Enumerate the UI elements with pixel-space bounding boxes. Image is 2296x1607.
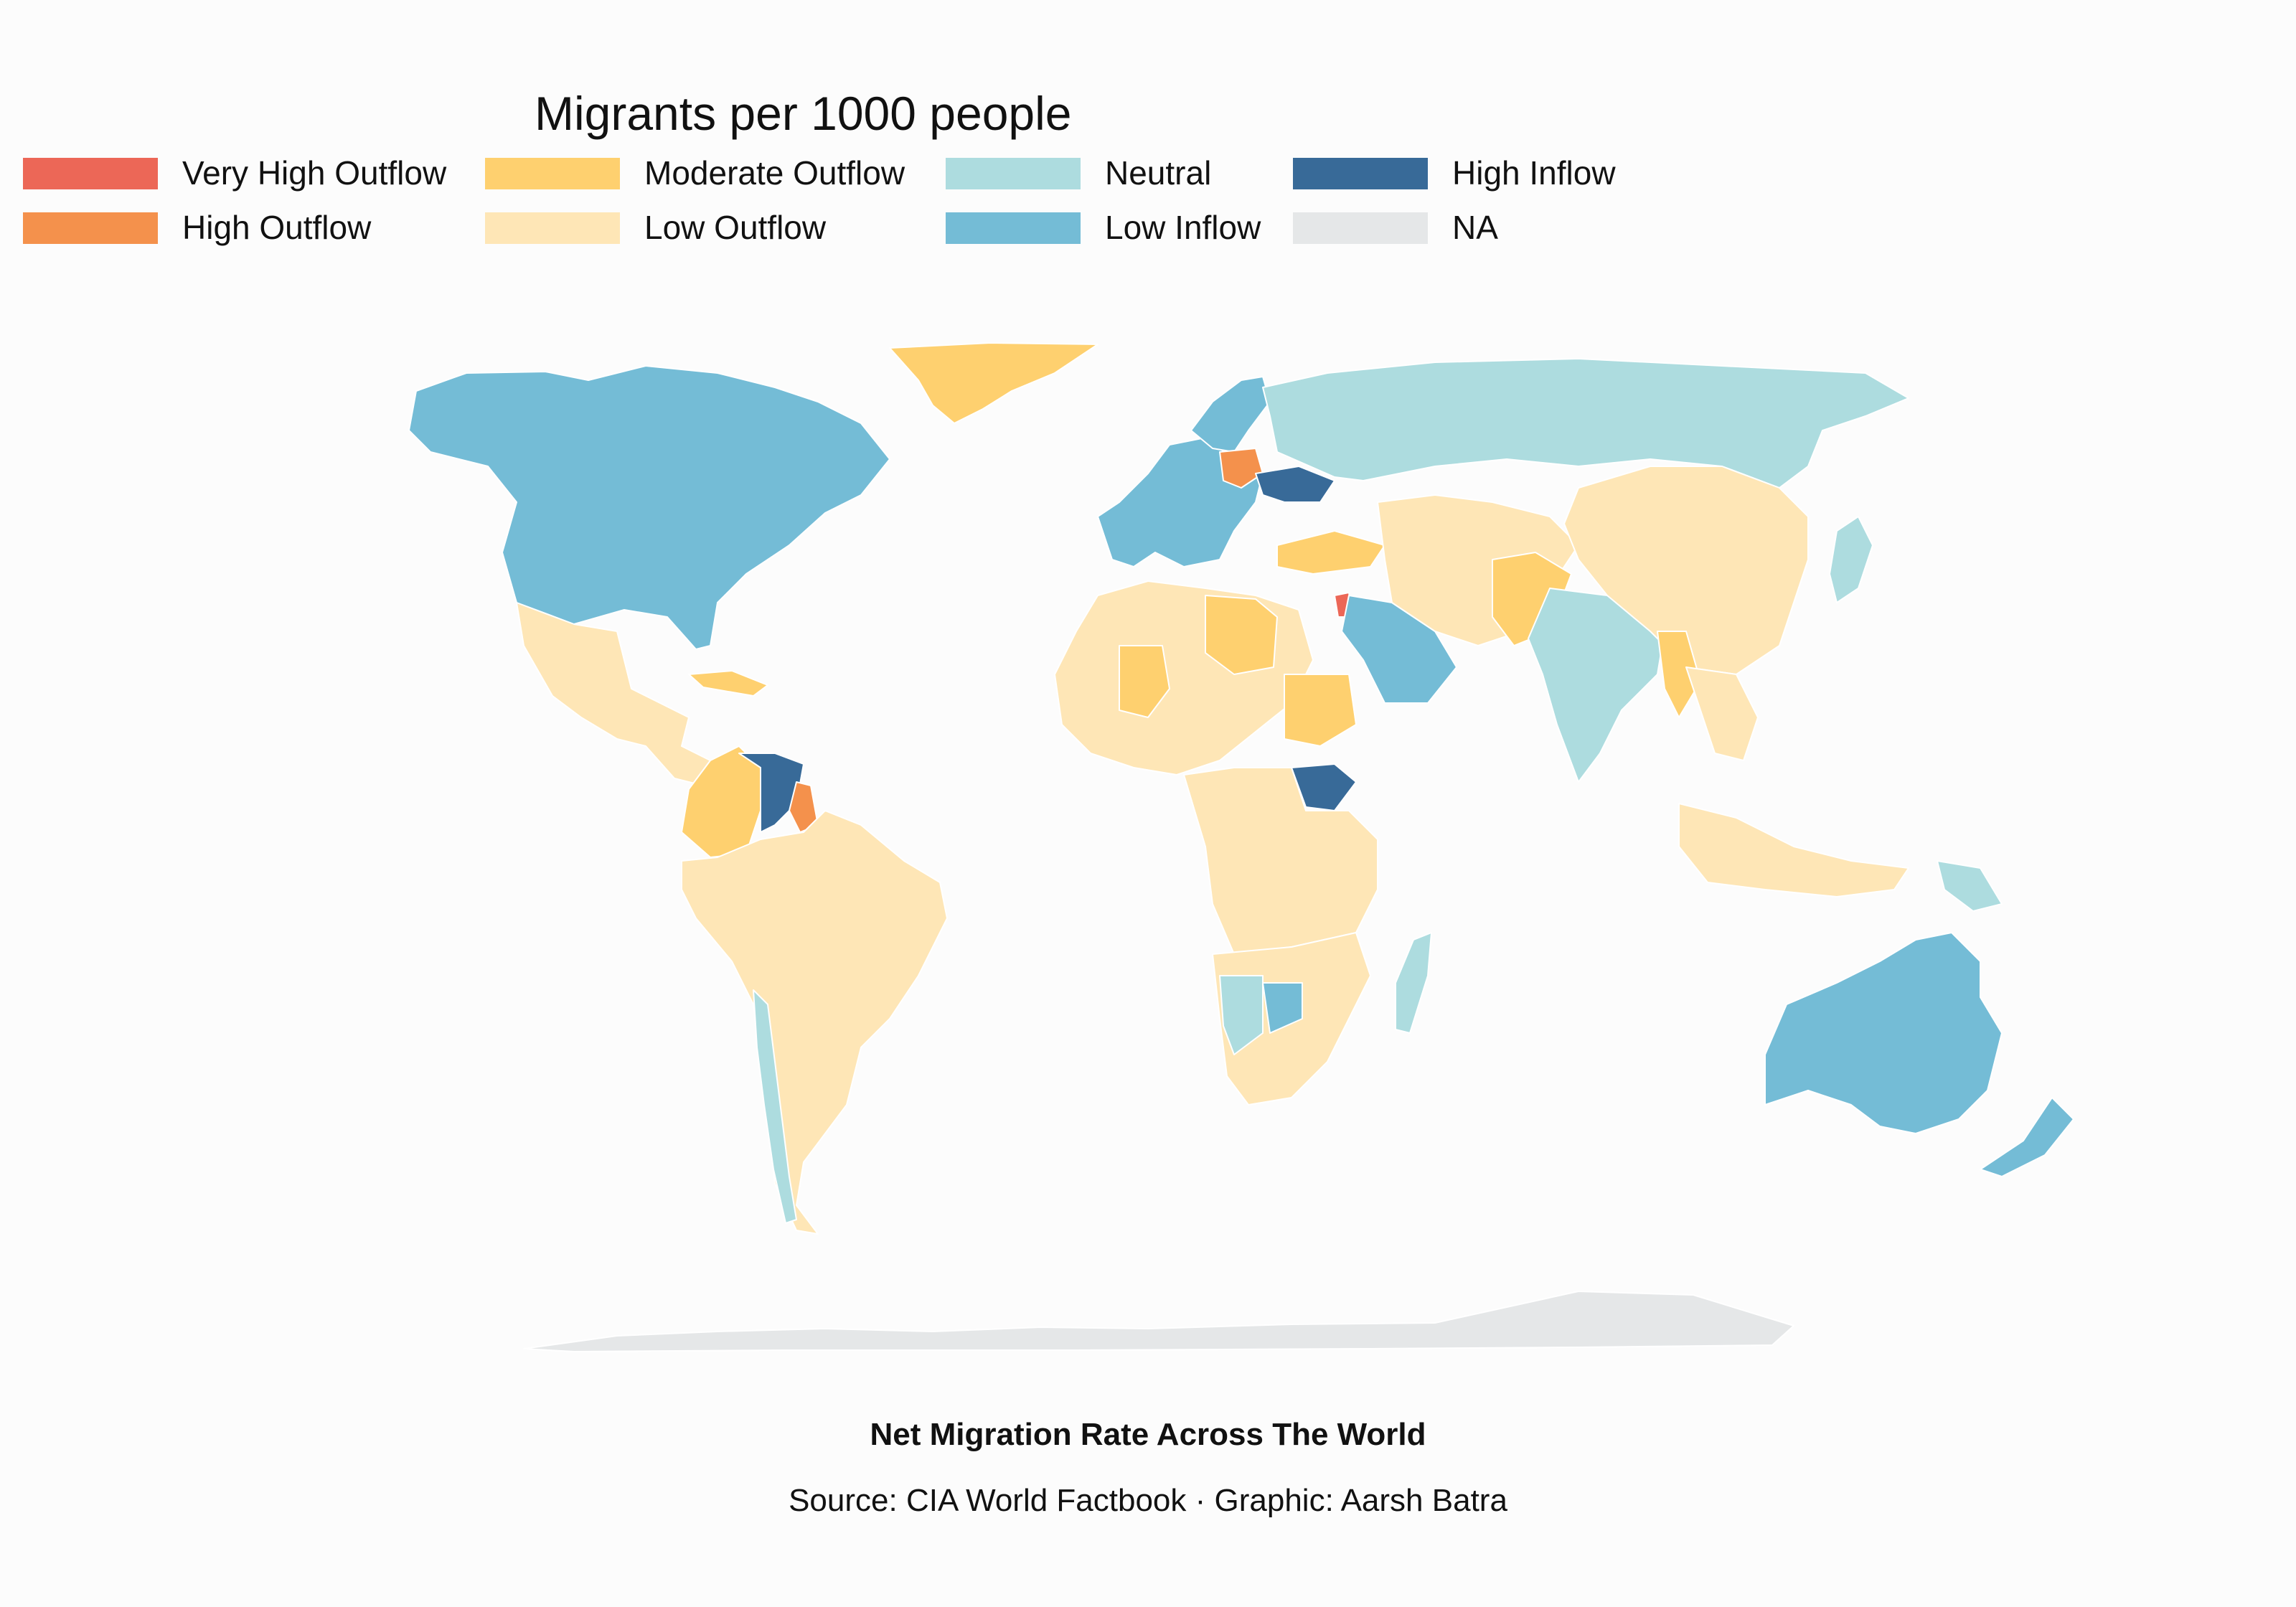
legend-swatch — [485, 212, 620, 244]
legend-label: NA — [1452, 209, 1498, 246]
legend-label: Very High Outflow — [182, 154, 447, 192]
region-ukraine — [1255, 466, 1335, 503]
legend-label: Moderate Outflow — [644, 154, 905, 192]
region-papua-new-guinea — [1937, 860, 2003, 912]
region-mali — [1119, 645, 1170, 718]
legend-label: Low Outflow — [644, 209, 827, 246]
legend-label: Low Inflow — [1105, 209, 1261, 246]
region-central-africa — [1183, 767, 1378, 955]
legend-swatch — [23, 212, 158, 244]
region-poland — [1219, 448, 1264, 489]
legend-swatch — [1293, 212, 1428, 244]
legend-label: High Outflow — [182, 209, 372, 246]
region-namibia — [1219, 975, 1264, 1055]
legend-title: Migrants per 1000 people — [535, 87, 1072, 140]
region-australia — [1764, 932, 2003, 1134]
region-south-america — [681, 810, 948, 1235]
region-venezuela — [738, 753, 804, 833]
region-indonesia — [1678, 803, 1909, 897]
legend-swatch — [23, 158, 158, 189]
region-new-zealand — [1980, 1097, 2074, 1177]
legend-label: Neutral — [1105, 154, 1212, 192]
region-south-sudan — [1291, 763, 1357, 811]
map-caption-source: Source: CIA World Factbook · Graphic: Aa… — [789, 1483, 1507, 1518]
region-turkey — [1276, 530, 1385, 575]
legend-swatch — [485, 158, 620, 189]
region-myanmar — [1657, 631, 1701, 718]
region-caribbean — [688, 670, 768, 697]
legend-swatch — [1293, 158, 1428, 189]
region-north-america — [408, 365, 890, 650]
region-southeast-asia — [1685, 666, 1759, 761]
region-chile — [753, 989, 797, 1224]
legend-swatch — [946, 212, 1081, 244]
region-north-africa — [1054, 580, 1314, 776]
region-china — [1563, 466, 1809, 675]
region-sudan — [1284, 674, 1357, 747]
region-greenland — [889, 342, 1098, 424]
region-antarctica — [523, 1291, 1794, 1352]
region-madagascar — [1395, 932, 1432, 1034]
region-scandinavia — [1190, 376, 1271, 453]
legend-label: High Inflow — [1452, 154, 1616, 192]
region-botswana — [1262, 982, 1303, 1034]
region-libya — [1205, 595, 1278, 675]
region-japan — [1829, 516, 1873, 603]
map-caption-title: Net Migration Rate Across The World — [870, 1417, 1426, 1452]
legend-swatch — [946, 158, 1081, 189]
region-russia — [1262, 358, 1909, 489]
